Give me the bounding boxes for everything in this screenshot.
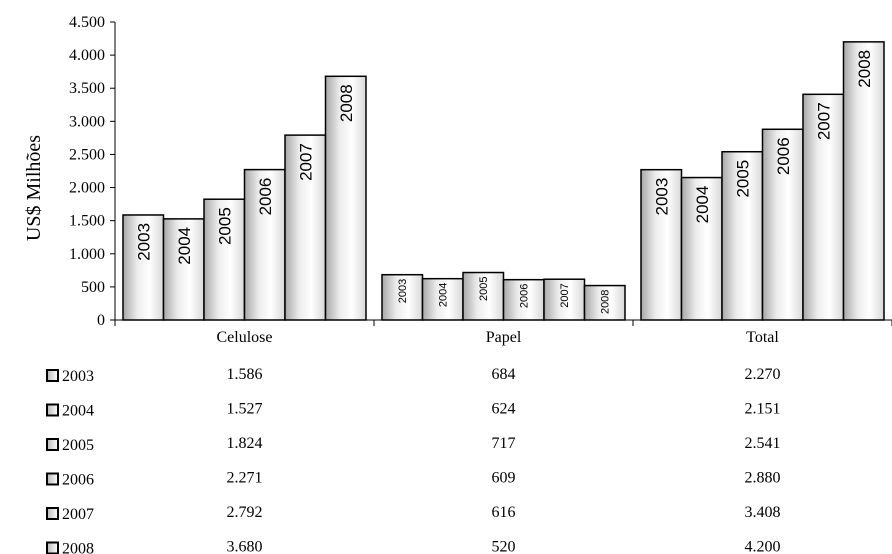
bar-series-label: 2004 — [175, 227, 194, 265]
table-cell-value: 3.680 — [227, 539, 263, 554]
bar — [203, 198, 246, 321]
bar-series-label: 2006 — [774, 137, 793, 175]
bar — [640, 168, 683, 321]
table-cell-value: 4.200 — [745, 539, 781, 554]
bar — [122, 214, 165, 321]
bar-series-label: 2005 — [478, 277, 490, 301]
table-cell-value: 1.527 — [227, 401, 263, 418]
bar — [842, 41, 885, 321]
bar — [543, 278, 586, 321]
legend-series-name: 2003 — [62, 368, 94, 385]
table-cell-value: 3.408 — [745, 504, 781, 521]
bar — [583, 284, 626, 321]
legend-swatch — [46, 438, 59, 451]
bar — [243, 168, 286, 321]
bar — [421, 277, 464, 321]
table-cell-value: 2.541 — [745, 435, 781, 452]
y-tick-label: 4.500 — [69, 14, 105, 31]
bar-series-label: 2004 — [438, 283, 450, 307]
table-cell-value: 1.824 — [227, 435, 263, 452]
table-cell-value: 624 — [492, 401, 516, 418]
bar-series-label: 2008 — [600, 290, 612, 314]
bar — [284, 134, 327, 321]
bar-series-label: 2005 — [733, 160, 752, 198]
bar — [324, 75, 367, 321]
legend-series-name: 2004 — [62, 403, 94, 420]
bar-series-label: 2007 — [814, 102, 833, 140]
y-axis-label: US$ Milhões — [23, 135, 45, 241]
y-tick-label: 1.000 — [69, 246, 105, 263]
y-tick-label: 500 — [81, 279, 105, 296]
y-tick-label: 2.500 — [69, 146, 105, 163]
bar-series-label: 2003 — [134, 223, 153, 261]
y-tick-label: 1.500 — [69, 213, 105, 230]
legend-swatch — [46, 403, 59, 417]
bar-series-label: 2005 — [215, 207, 234, 245]
x-category-label: Celulose — [217, 329, 273, 346]
bar — [680, 176, 723, 321]
bar-series-label: 2004 — [693, 186, 712, 224]
legend-swatch — [46, 541, 59, 554]
legend-swatch — [46, 472, 59, 486]
legend-series-name: 2005 — [62, 437, 94, 454]
bar-series-label: 2006 — [256, 178, 275, 216]
bar-series-label: 2006 — [519, 284, 531, 308]
bar — [802, 93, 845, 321]
table-cell-value: 616 — [492, 504, 516, 521]
table-cell-value: 520 — [492, 539, 516, 554]
table-cell-value: 2.270 — [745, 366, 781, 383]
table-cell-value: 1.586 — [227, 366, 263, 383]
table-cell-value: 2.151 — [745, 401, 781, 418]
y-tick-label: 4.000 — [69, 47, 105, 64]
legend-series-name: 2008 — [62, 541, 94, 554]
bar-series-label: 2003 — [397, 279, 409, 303]
table-cell-value: 684 — [492, 366, 516, 383]
bar — [462, 271, 505, 321]
x-category-label: Papel — [486, 329, 522, 346]
bar-series-label: 2007 — [296, 143, 315, 181]
table-cell-value: 2.271 — [227, 470, 263, 487]
bar-series-label: 2008 — [337, 84, 356, 122]
legend-series-name: 2006 — [62, 472, 94, 489]
x-category-label: Total — [746, 329, 779, 346]
bar-series-label: 2008 — [855, 50, 874, 88]
bar-series-label: 2003 — [652, 178, 671, 216]
table-cell-value: 609 — [492, 470, 516, 487]
table-cell-value: 717 — [492, 435, 516, 452]
y-tick-label: 0 — [97, 312, 105, 329]
legend-swatch — [46, 507, 59, 520]
y-tick-label: 3.500 — [69, 80, 105, 97]
legend-swatch — [46, 369, 59, 382]
legend-series-name: 2007 — [62, 506, 94, 523]
y-tick-label: 3.000 — [69, 113, 105, 130]
bar-series-label: 2007 — [559, 283, 571, 307]
table-cell-value: 2.792 — [227, 504, 263, 521]
y-tick-label: 2.000 — [69, 180, 105, 197]
table-cell-value: 2.880 — [745, 470, 781, 487]
bar — [381, 273, 424, 321]
